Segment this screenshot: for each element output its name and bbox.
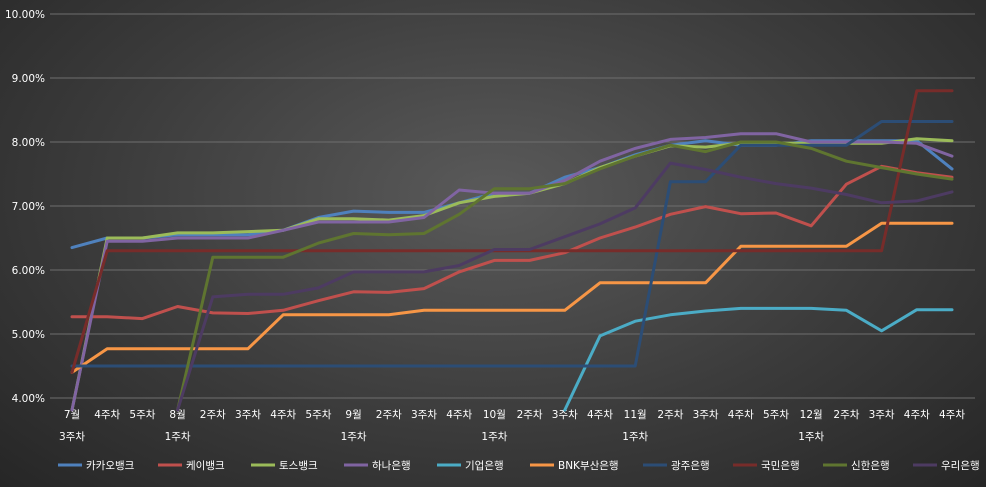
y-tick-label: 5.00% — [12, 329, 45, 341]
grid-lines — [50, 13, 975, 399]
x-tick-label: 2주차 — [517, 409, 543, 421]
series-line-2 — [70, 137, 954, 412]
y-axis-ticks: 4.00% 5.00% 6.00% 7.00% 8.00% 9.00% 10.00% — [5, 9, 45, 405]
x-tick-label: 9월 — [345, 409, 361, 421]
y-tick-label: 9.00% — [12, 73, 45, 85]
legend-label: 카카오뱅크 — [86, 460, 135, 472]
legend-label: 신한은행 — [851, 460, 890, 472]
legend-label: 광주은행 — [671, 460, 710, 472]
x-tick-label: 2주차 — [200, 409, 226, 421]
legend-label: 토스뱅크 — [279, 460, 318, 472]
series-line-1 — [70, 164, 954, 321]
x-tick-label: 11월 — [624, 409, 647, 421]
x-tick-label: 8월 — [169, 409, 185, 421]
legend: 카카오뱅크 케이뱅크 토스뱅크 하나은행 기업은행 BNK부산은행 광주은행 국민은행 신한은행… — [58, 459, 980, 472]
x-tick-label: 4주차 — [904, 409, 930, 421]
x-axis-ticks: 7월 3주차 4주차 5주차 8월 1주차 2주차 3주차 4주차 5주차 9월 1주차 2주차 3주차 4… — [59, 409, 965, 443]
x-tick-label: 5주차 — [129, 409, 155, 421]
x-tick-label: 4주차 — [939, 409, 965, 421]
x-tick-label: 3주차 — [869, 409, 895, 421]
x-tick-sublabel: 1주차 — [165, 431, 191, 443]
legend-label: BNK부산은행 — [558, 460, 619, 472]
x-tick-label: 4주차 — [728, 409, 754, 421]
x-tick-label: 7월 — [64, 409, 80, 421]
x-tick-label: 4주차 — [94, 409, 120, 421]
x-tick-label: 3주차 — [235, 409, 261, 421]
legend-label: 케이뱅크 — [186, 460, 225, 472]
series-line-5 — [70, 221, 954, 374]
series-line-9 — [176, 161, 954, 412]
x-tick-sublabel: 1주차 — [798, 431, 824, 443]
x-tick-label: 3주차 — [411, 409, 437, 421]
x-tick-label: 2주차 — [657, 409, 683, 421]
series-line-8 — [176, 140, 954, 412]
x-tick-sublabel: 1주차 — [622, 431, 648, 443]
x-tick-label: 2주차 — [833, 409, 859, 421]
x-tick-label: 5주차 — [305, 409, 331, 421]
y-tick-label: 4.00% — [12, 393, 45, 405]
x-tick-label: 10월 — [483, 409, 506, 421]
x-tick-label: 4주차 — [446, 409, 472, 421]
y-tick-label: 6.00% — [12, 265, 45, 277]
legend-label: 기업은행 — [465, 459, 504, 472]
x-tick-label: 4주차 — [270, 409, 296, 421]
legend-label: 하나은행 — [372, 459, 411, 472]
x-tick-sublabel: 1주차 — [481, 431, 507, 443]
legend-label: 국민은행 — [761, 460, 800, 472]
series-line-6 — [70, 120, 954, 368]
x-tick-label: 5주차 — [763, 409, 789, 421]
x-tick-label: 12월 — [800, 409, 823, 421]
x-tick-sublabel: 1주차 — [341, 431, 367, 443]
x-tick-label: 4주차 — [587, 409, 613, 421]
legend-label: 우리은행 — [941, 460, 980, 472]
x-tick-label: 3주차 — [552, 409, 578, 421]
y-tick-label: 7.00% — [12, 201, 45, 213]
x-tick-label: 2주차 — [376, 409, 402, 421]
y-tick-label: 8.00% — [12, 137, 45, 149]
y-tick-label: 10.00% — [5, 9, 45, 21]
series-line-4 — [563, 306, 954, 412]
series-lines — [70, 89, 954, 412]
x-tick-label: 3주차 — [693, 409, 719, 421]
x-tick-sublabel: 3주차 — [59, 431, 85, 443]
series-line-3 — [70, 132, 954, 412]
